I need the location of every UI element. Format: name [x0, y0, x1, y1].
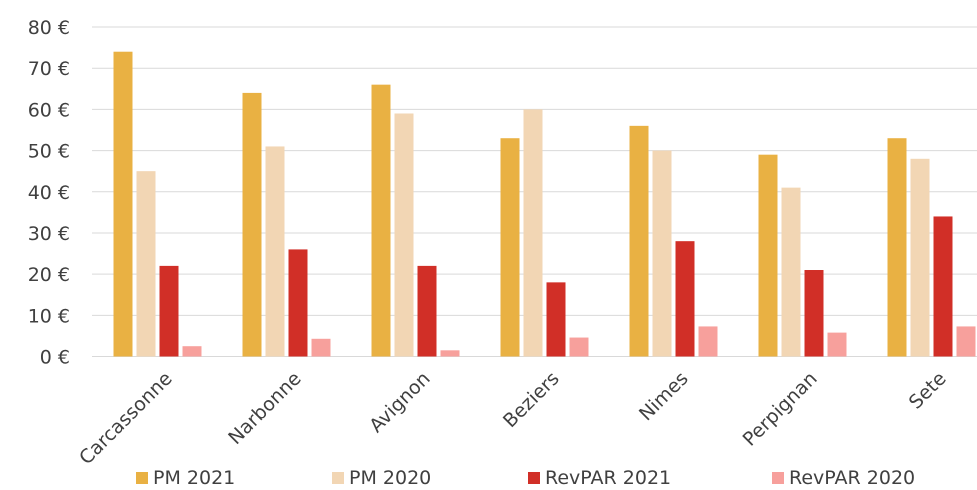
legend-item-pm-2020: PM 2020: [332, 466, 431, 490]
bar-narbonne-pm-2021: [242, 92, 262, 357]
legend-item-pm-2021: PM 2021: [136, 466, 235, 490]
x-tick-label-avignon: Avignon: [365, 368, 434, 437]
y-tick-label-60: 60 €: [28, 99, 70, 121]
legend-item-revpar-2020: RevPAR 2020: [772, 466, 915, 490]
bar-narbonne-revpar-2021: [288, 249, 308, 357]
bar-sete-pm-2020: [910, 158, 930, 357]
bar-nimes-pm-2021: [629, 125, 649, 357]
bar-perpignan-revpar-2020: [827, 332, 847, 357]
bar-nimes-revpar-2021: [675, 241, 695, 357]
bar-beziers-revpar-2021: [546, 282, 566, 357]
x-tick-label-carcassonne: Carcassonne: [75, 368, 177, 470]
legend-label-pm-2021: PM 2021: [153, 467, 236, 489]
y-axis-tick-labels: 0 € 10 € 20 € 30 € 40 € 50 € 60 € 70 € 80 €: [28, 17, 70, 369]
bar-carcassonne-pm-2021: [113, 51, 133, 357]
bar-perpignan-pm-2021: [758, 154, 778, 357]
bar-avignon-pm-2020: [394, 113, 414, 357]
bars: [113, 51, 976, 357]
y-tick-label-70: 70 €: [28, 58, 70, 80]
y-tick-label-50: 50 €: [28, 141, 70, 163]
bar-beziers-pm-2021: [500, 138, 520, 357]
bar-beziers-revpar-2020: [569, 337, 589, 357]
legend-label-revpar-2021: RevPAR 2021: [545, 467, 672, 489]
legend-label-revpar-2020: RevPAR 2020: [789, 467, 916, 489]
x-tick-label-nimes: Nimes: [635, 368, 693, 426]
legend-label-pm-2020: PM 2020: [349, 467, 432, 489]
bar-avignon-revpar-2020: [440, 350, 460, 357]
y-tick-label-30: 30 €: [28, 223, 70, 245]
bar-perpignan-pm-2020: [781, 187, 801, 357]
y-tick-label-0: 0 €: [40, 347, 70, 369]
bar-narbonne-revpar-2020: [311, 338, 331, 357]
x-tick-label-sete: Sete: [905, 368, 951, 414]
legend-swatch-revpar-2021: [528, 472, 540, 484]
bar-sete-revpar-2021: [933, 216, 953, 357]
bar-carcassonne-revpar-2021: [159, 265, 179, 357]
legend: PM 2021 PM 2020 RevPAR 2021 RevPAR 2020: [0, 466, 977, 490]
x-tick-label-narbonne: Narbonne: [224, 368, 305, 449]
legend-swatch-pm-2020: [332, 472, 344, 484]
bar-beziers-pm-2020: [523, 109, 543, 357]
bar-avignon-revpar-2021: [417, 265, 437, 357]
bar-perpignan-revpar-2021: [804, 270, 824, 357]
bar-nimes-pm-2020: [652, 150, 672, 357]
legend-swatch-revpar-2020: [772, 472, 784, 484]
y-tick-label-10: 10 €: [28, 305, 70, 327]
x-tick-label-beziers: Beziers: [499, 368, 564, 433]
bar-carcassonne-pm-2020: [136, 171, 156, 357]
bar-avignon-pm-2021: [371, 84, 391, 357]
legend-swatch-pm-2021: [136, 472, 148, 484]
x-axis-category-labels: Carcassonne Narbonne Avignon Beziers Nimes Pe…: [75, 368, 951, 470]
y-tick-label-20: 20 €: [28, 264, 70, 286]
bar-nimes-revpar-2020: [698, 326, 718, 357]
y-tick-label-40: 40 €: [28, 182, 70, 204]
bar-carcassonne-revpar-2020: [182, 346, 202, 357]
x-tick-label-perpignan: Perpignan: [739, 368, 822, 451]
bar-sete-pm-2021: [887, 138, 907, 357]
bar-sete-revpar-2020: [956, 326, 976, 357]
legend-item-revpar-2021: RevPAR 2021: [528, 466, 671, 490]
bar-narbonne-pm-2020: [265, 146, 285, 357]
y-tick-label-80: 80 €: [28, 17, 70, 39]
